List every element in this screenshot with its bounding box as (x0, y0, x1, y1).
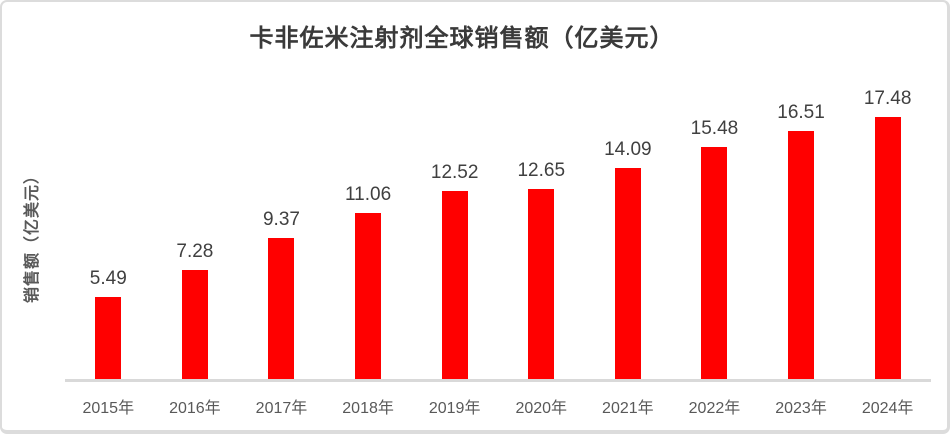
bar-value-label: 11.06 (345, 184, 392, 205)
bar-column: 7.28 (152, 59, 239, 379)
x-axis-tick-label: 2016年 (169, 400, 221, 417)
y-axis-label: 销售额（亿美元） (24, 166, 41, 304)
bar-value-label: 16.51 (777, 102, 825, 123)
x-axis-tick-label: 2018年 (342, 400, 394, 417)
bar (268, 238, 295, 379)
x-axis-tick-label: 2019年 (428, 400, 481, 417)
bar-value-label: 14.09 (604, 139, 652, 160)
x-axis-line (65, 379, 931, 382)
bar-value-label: 17.48 (863, 88, 912, 109)
bar-column: 17.48 (844, 59, 931, 379)
x-axis-tick-label: 2015年 (82, 400, 135, 417)
bar-column: 5.49 (65, 59, 152, 379)
bar (528, 189, 555, 379)
bar-value-label: 12.65 (517, 160, 566, 181)
bar-value-label: 7.28 (176, 241, 214, 262)
bar-value-label: 12.52 (430, 162, 479, 183)
bar-column: 11.06 (325, 59, 412, 379)
bar (95, 297, 122, 379)
bar-column: 12.52 (411, 59, 498, 379)
bar (441, 191, 468, 379)
bar-value-label: 9.37 (262, 209, 300, 230)
x-axis-tick-label: 2017年 (255, 400, 308, 417)
bar (181, 270, 208, 379)
plot-area: 5.49 7.28 9.37 11.06 12.52 12.65 14.09 15.48 16.… (65, 2, 931, 436)
bar (355, 213, 382, 379)
bar (874, 117, 901, 379)
x-axis-tick-label: 2023年 (775, 400, 827, 417)
bar-column: 15.48 (671, 59, 758, 379)
bar-value-label: 15.48 (690, 118, 739, 139)
bar (788, 131, 815, 379)
bar-column: 16.51 (758, 59, 845, 379)
bar-value-label: 5.49 (89, 268, 127, 289)
x-axis-tick-label: 2024年 (861, 400, 914, 417)
bar (701, 147, 728, 379)
bar-column: 9.37 (238, 59, 325, 379)
x-axis-labels: 2015年 2016年 2017年 2018年 2019年 2020年 2021年 2022年… (65, 394, 931, 418)
bar-column: 14.09 (585, 59, 672, 379)
chart-title: 卡非佐米注射剂全球销售额（亿美元） (249, 26, 675, 52)
x-axis-tick-label: 2020年 (515, 400, 568, 417)
bar-column: 12.65 (498, 59, 585, 379)
x-axis-tick-label: 2021年 (602, 400, 654, 417)
bars-container: 5.49 7.28 9.37 11.06 12.52 12.65 14.09 15.48 16.… (65, 59, 931, 379)
bar (614, 168, 641, 379)
x-axis-tick-label: 2022年 (688, 400, 741, 417)
